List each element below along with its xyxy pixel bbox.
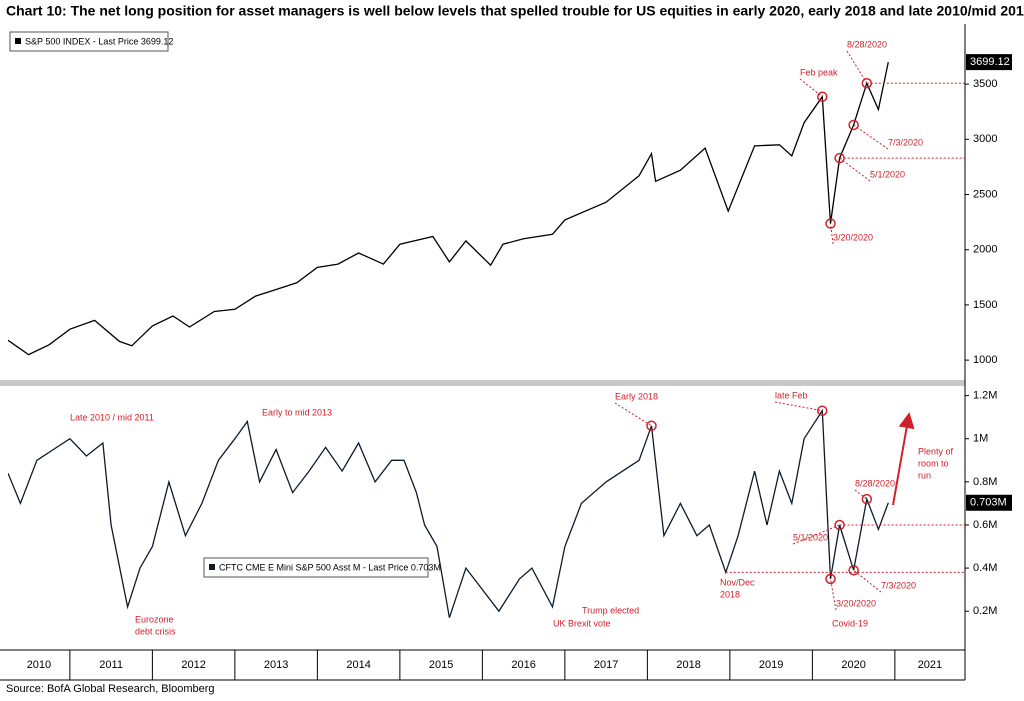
legend-label: S&P 500 INDEX - Last Price 3699.12: [25, 36, 173, 46]
annotation-leader: [614, 402, 652, 427]
annotation: Covid-19: [832, 618, 868, 628]
annotation: Plenty of: [918, 446, 954, 456]
x-tick-label: 2010: [27, 659, 51, 671]
legend-box: [9, 31, 169, 52]
y-tick-label: 0.8M: [973, 476, 997, 488]
highlight-point: [834, 152, 845, 164]
x-tick-label: 2013: [264, 659, 288, 671]
annotation-leader: [853, 569, 882, 593]
annotation: 3/20/2020: [836, 598, 876, 608]
annotation: 5/1/2020: [870, 169, 905, 179]
annotation: room to: [918, 458, 949, 468]
x-tick-label: 2016: [511, 659, 535, 671]
annotation: 7/3/2020: [888, 137, 923, 147]
highlight-point: [817, 405, 828, 416]
last-price-label: 3699.12: [970, 56, 1010, 68]
legend-box: [203, 557, 429, 578]
annotation: debt crisis: [135, 626, 176, 636]
y-tick-label: 1.2M: [973, 390, 997, 402]
highlight-point: [825, 218, 836, 229]
highlight-point: [861, 493, 873, 505]
annotation: 7/3/2020: [881, 580, 916, 590]
annotation-leader: [799, 78, 823, 98]
annotation: 2018: [720, 589, 740, 599]
annotation: Eurozone: [135, 614, 174, 624]
y-tick-label: 0.4M: [973, 562, 997, 574]
panel-divider: [0, 380, 965, 386]
annotation: late Feb: [775, 390, 808, 400]
annotation: 8/28/2020: [855, 478, 895, 488]
annotation: Nov/Dec: [720, 577, 755, 587]
highlight-point: [646, 420, 657, 432]
y-tick-label: 2500: [973, 188, 997, 200]
highlight-point: [817, 91, 828, 102]
x-tick-label: 2011: [99, 659, 123, 671]
y-tick-label: 3000: [973, 133, 997, 145]
data-line: [8, 61, 889, 356]
last-price-label: 0.703M: [970, 497, 1007, 509]
annotation-leader: [854, 489, 868, 500]
annotation: Early 2018: [615, 391, 658, 401]
x-tick-label: 2019: [759, 659, 783, 671]
chart-title: Chart 10: The net long position for asse…: [6, 3, 1024, 19]
legend-label: CFTC CME E Mini S&P 500 Asst M - Last Pr…: [219, 562, 441, 572]
y-tick-label: 1M: [973, 433, 988, 445]
source: Source: BofA Global Research, Bloomberg: [6, 683, 215, 695]
y-tick-label: 1000: [973, 354, 997, 366]
annotation-leader: [774, 401, 823, 412]
annotation-leader: [830, 578, 837, 611]
last-price-tag: [966, 54, 1012, 71]
y-tick-label: 1500: [973, 299, 997, 311]
arrow: [892, 412, 915, 506]
y-tick-label: 3500: [973, 78, 997, 90]
annotation: Trump elected: [582, 605, 639, 615]
highlight-point: [861, 77, 873, 89]
annotation: Late 2010 / mid 2011: [70, 412, 154, 422]
highlight-point: [848, 119, 859, 131]
plot-background: [0, 24, 1024, 684]
annotation: Early to mid 2013: [262, 407, 332, 417]
annotation: 5/1/2020: [793, 532, 828, 542]
annotation-leader: [853, 124, 889, 150]
annotation: Feb peak: [800, 67, 838, 77]
x-tick-label: 2017: [594, 659, 618, 671]
annotation: 8/28/2020: [847, 39, 887, 49]
y-tick-label: 0.6M: [973, 519, 997, 531]
annotation: UK Brexit vote: [553, 618, 611, 628]
data-line: [8, 408, 889, 618]
x-tick-label: 2014: [346, 659, 370, 671]
annotation: 3/20/2020: [833, 232, 873, 242]
legend-swatch: [15, 38, 21, 44]
highlight-point: [848, 564, 859, 576]
last-price-tag: [966, 494, 1012, 511]
x-tick-label: 2020: [841, 659, 865, 671]
x-tick-label: 2021: [918, 659, 942, 671]
highlight-point: [825, 573, 836, 585]
annotation-leader: [792, 524, 840, 545]
highlight-point: [834, 519, 845, 531]
annotation-leader: [830, 223, 834, 245]
y-tick-label: 2000: [973, 244, 997, 256]
annotation: run: [918, 470, 931, 480]
y-tick-label: 0.2M: [973, 605, 997, 617]
x-tick-label: 2018: [676, 659, 700, 671]
x-tick-label: 2012: [181, 659, 205, 671]
legend-swatch: [209, 564, 215, 570]
x-tick-label: 2015: [429, 659, 453, 671]
